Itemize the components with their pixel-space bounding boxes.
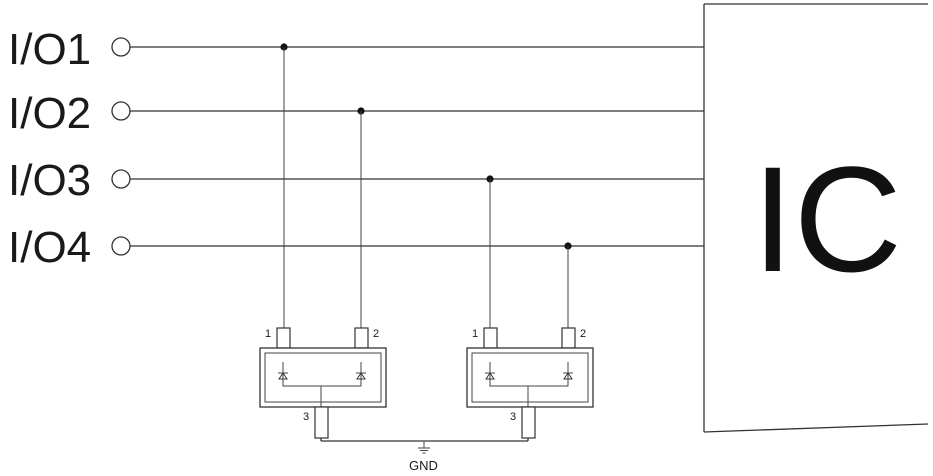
package-1-pin-3 [314,406,329,439]
package-2-bus [489,362,569,387]
io-label-4: I/O4 [8,223,91,272]
io-row-2: I/O2 [8,89,704,328]
package-1-pin-2-label: 2 [373,328,379,340]
package-2-diode-1 [485,372,495,380]
io-row-1: I/O1 [8,25,704,328]
package-2-outline [466,347,594,408]
ic-label: IC [752,135,902,303]
package-1-diode-2 [356,372,366,380]
ground-connection: GND [320,438,529,473]
io-row-3: I/O3 [8,156,704,328]
ground-icon [418,447,430,454]
io-terminal-3 [111,169,131,189]
io-label-3: I/O3 [8,156,91,205]
ic-block: IC [703,3,929,433]
io-terminal-4 [111,236,131,256]
package-1-bus [282,362,362,387]
io-terminal-2 [111,101,131,121]
tvs-package-1: 1 2 3 [259,327,387,439]
package-1-pin-1 [276,327,291,349]
io-label-2: I/O2 [8,89,91,138]
package-1-diode-1 [278,372,288,380]
package-2-inner-outline [471,352,589,403]
io-terminal-1 [111,37,131,57]
package-2-pin-3 [521,406,536,439]
package-1-outline [259,347,387,408]
package-1-pin-1-label: 1 [265,328,271,340]
package-2-pin-2 [561,327,576,349]
io-row-4: I/O4 [8,223,704,328]
package-1-pin-2 [354,327,369,349]
gnd-label: GND [409,458,438,473]
package-1-pin-3-label: 3 [303,411,309,423]
package-1-inner-outline [264,352,382,403]
package-2-pin-1-label: 1 [472,328,478,340]
io-label-1: I/O1 [8,25,91,74]
tvs-package-2: 1 2 3 [466,327,594,439]
package-2-pin-1 [483,327,498,349]
package-2-pin-2-label: 2 [580,328,586,340]
package-2-pin-3-label: 3 [510,411,516,423]
package-2-diode-2 [563,372,573,380]
